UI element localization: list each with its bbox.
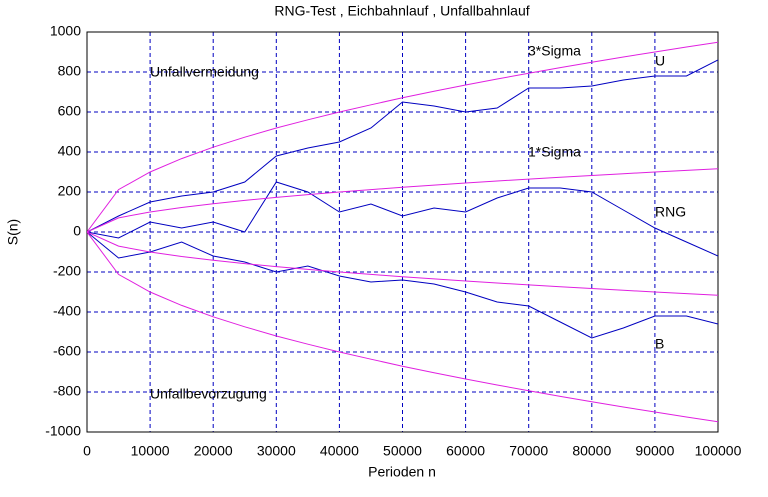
x-tick-label: 90000: [635, 443, 674, 459]
y-tick-label: 800: [58, 63, 82, 79]
y-tick-label: 200: [58, 183, 82, 199]
series-label: U: [655, 53, 665, 69]
series-label: B: [655, 336, 664, 352]
x-tick-label: 10000: [131, 443, 170, 459]
x-tick-label: 0: [83, 443, 91, 459]
y-tick-label: 400: [58, 143, 82, 159]
y-tick-label: -800: [53, 383, 81, 399]
x-tick-label: 80000: [572, 443, 611, 459]
y-tick-label: -600: [53, 343, 81, 359]
y-tick-label: 0: [73, 223, 81, 239]
y-tick-label: 600: [58, 103, 82, 119]
series-label: RNG: [655, 204, 686, 220]
series-label: 3*Sigma: [528, 43, 581, 59]
series-line: [87, 231, 718, 339]
x-tick-label: 40000: [320, 443, 359, 459]
series-line: [87, 168, 718, 233]
x-tick-label: 100000: [695, 443, 742, 459]
series-line: [87, 231, 718, 296]
annotation: Unfallvermeidung: [150, 64, 259, 80]
annotation: Unfallbevorzugung: [150, 386, 267, 402]
x-tick-label: 60000: [446, 443, 485, 459]
y-axis-label: S(n): [5, 219, 21, 245]
y-tick-label: -200: [53, 263, 81, 279]
x-axis-label: Perioden n: [368, 464, 436, 480]
y-tick-label: -1000: [45, 423, 81, 439]
series-line: [87, 41, 718, 233]
x-tick-label: 50000: [383, 443, 422, 459]
y-tick-label: 1000: [50, 23, 81, 39]
x-tick-label: 20000: [194, 443, 233, 459]
x-tick-label: 70000: [509, 443, 548, 459]
series-line: [87, 231, 718, 423]
chart-title: RNG-Test , Eichbahnlauf , Unfallbahnlauf: [274, 3, 529, 19]
y-tick-label: -400: [53, 303, 81, 319]
x-tick-label: 30000: [257, 443, 296, 459]
series-line: [87, 181, 718, 257]
series-label: 1*Sigma: [528, 144, 581, 160]
series-line: [87, 59, 718, 233]
